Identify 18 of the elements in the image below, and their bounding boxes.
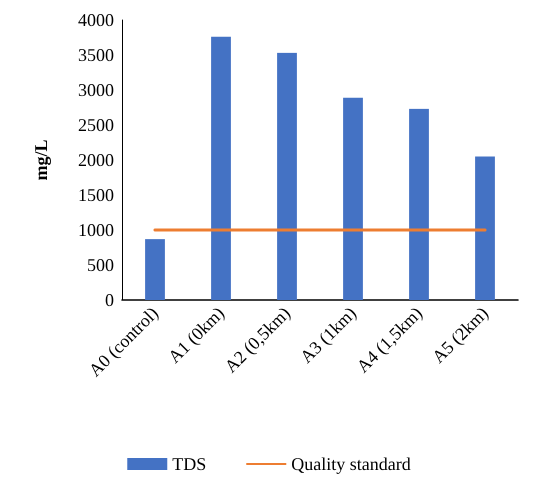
legend-label: TDS [172, 454, 206, 474]
y-axis-title: mg/L [31, 139, 51, 181]
y-tick-label: 1000 [78, 220, 114, 240]
y-tick-label: 3000 [78, 80, 114, 100]
y-tick-label: 0 [105, 290, 114, 310]
y-tick-label: 4000 [78, 10, 114, 30]
legend-label: Quality standard [291, 454, 411, 474]
bar [475, 156, 495, 300]
y-tick-label: 500 [87, 255, 114, 275]
y-tick-label: 2500 [78, 115, 114, 135]
y-tick-label: 3500 [78, 45, 114, 65]
y-tick-label: 1500 [78, 185, 114, 205]
bar [343, 98, 363, 300]
bar [145, 239, 165, 300]
bar [277, 52, 297, 300]
bar [211, 36, 231, 300]
bar [409, 108, 429, 300]
y-tick-label: 2000 [78, 150, 114, 170]
